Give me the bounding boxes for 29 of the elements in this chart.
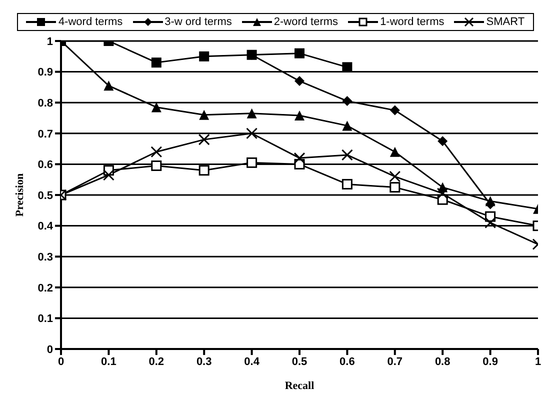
y-tick-label: 0.1 <box>38 313 53 326</box>
legend-label: SMART <box>485 16 525 28</box>
x-tick-label: 0.6 <box>340 356 355 368</box>
legend-label: 2-word terms <box>272 16 338 28</box>
legend-label: 3-w ord terms <box>164 16 232 28</box>
y-tick-label: 0.7 <box>38 128 53 140</box>
x-tick-label: 0.9 <box>482 356 498 368</box>
y-tick-label: 0.8 <box>38 98 53 110</box>
legend-label: 1-word terms <box>379 16 444 28</box>
x-axis-title: Recall <box>284 380 314 392</box>
y-tick-label: 0.3 <box>38 252 53 264</box>
y-tick-label: 0.4 <box>38 220 54 233</box>
y-tick-label: 0.5 <box>38 190 53 202</box>
y-tick-label: 1 <box>46 36 53 48</box>
x-tick-label: 0.1 <box>101 356 116 368</box>
x-tick-label: 0.3 <box>196 356 212 368</box>
y-axis-title: Precision <box>14 173 26 217</box>
y-tick-label: 0.6 <box>38 159 53 172</box>
x-tick-label: 0.4 <box>244 356 260 368</box>
x-tick-label: 0.5 <box>292 356 308 368</box>
x-tick-label: 0.7 <box>387 356 403 368</box>
x-tick-label: 0 <box>58 356 64 368</box>
x-tick-label: 1 <box>534 356 542 368</box>
legend-label: 4-word terms <box>57 16 123 28</box>
x-tick-label: 0.2 <box>148 356 164 368</box>
y-tick-label: 0.2 <box>38 282 53 294</box>
y-tick-label: 0.9 <box>38 66 53 79</box>
x-tick-label: 0.8 <box>434 356 450 368</box>
y-tick-label: 0 <box>46 344 53 356</box>
